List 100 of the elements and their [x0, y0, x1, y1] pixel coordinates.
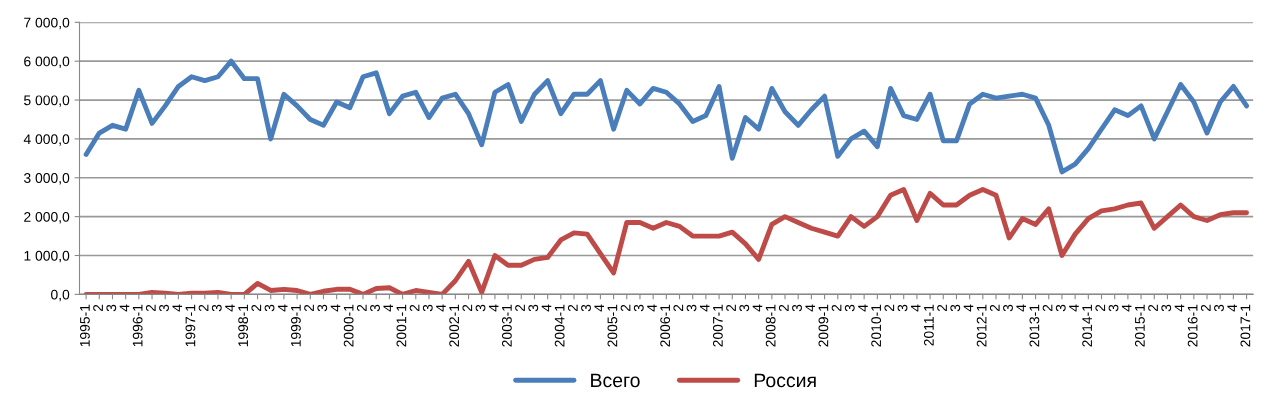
- line-series: [83, 187, 1249, 295]
- x-tick-label: 4: [963, 304, 974, 312]
- x-tick-label: 3: [1055, 304, 1066, 312]
- x-tick-label: 4: [1016, 304, 1026, 312]
- x-tick-label: 4: [910, 304, 921, 312]
- x-tick-label: 2001-1: [396, 304, 407, 347]
- y-tick-label: 1 000,0: [24, 250, 70, 263]
- x-tick-label: 2: [567, 304, 578, 312]
- x-tick-label: 2007-1: [712, 304, 723, 347]
- x-tick-label: 3: [1003, 304, 1013, 312]
- x-tick-label: 3: [1161, 304, 1172, 312]
- x-tick-label: 1996-1: [132, 304, 143, 347]
- x-tick-label: 1999-1: [290, 304, 301, 347]
- x-tick-label: 2: [778, 304, 789, 312]
- legend-label: Всего: [591, 373, 640, 388]
- x-tick-label: 4: [805, 304, 815, 312]
- x-tick-label: 2002-1: [449, 304, 460, 347]
- x-tick-label: 2004-1: [554, 304, 565, 347]
- x-tick-label: 1997-1: [185, 304, 196, 347]
- x-tick-label: 4: [225, 304, 235, 312]
- x-tick-label: 2: [884, 304, 895, 312]
- x-tick-label: 4: [488, 304, 499, 312]
- line-series: [83, 58, 1249, 175]
- x-tick-label: 2: [673, 304, 684, 312]
- x-tick-label: 2: [462, 304, 473, 312]
- x-tick-label: 2009-1: [818, 304, 829, 347]
- x-tick-label: 2: [620, 304, 631, 312]
- x-tick-label: 3: [211, 304, 222, 312]
- x-tick-label: 2: [515, 304, 525, 312]
- x-tick-label: 3: [897, 304, 908, 312]
- x-tick-label: 4: [752, 304, 763, 312]
- x-tick-label: 4: [1174, 304, 1185, 312]
- x-tick-label: 3: [686, 304, 697, 312]
- y-tick-label: 3 000,0: [23, 173, 70, 185]
- x-tick-label: 4: [647, 304, 657, 312]
- x-tick-label: 2014-1: [1082, 304, 1093, 347]
- x-tick-label: 1995-1: [79, 304, 90, 347]
- x-tick-label: 2006-1: [660, 304, 671, 347]
- x-tick-label: 4: [858, 304, 868, 312]
- x-tick-label: 2: [989, 304, 1000, 312]
- x-tick-label: 3: [950, 304, 961, 312]
- x-tick-label: 2: [831, 304, 842, 312]
- x-tick-label: 4: [1121, 304, 1132, 312]
- x-tick-label: 2: [1200, 304, 1211, 312]
- x-tick-label: 2: [198, 304, 209, 312]
- x-tick-label: 2005-1: [607, 304, 618, 347]
- x-tick-label: 2: [1148, 304, 1158, 312]
- x-tick-label: 4: [594, 304, 604, 312]
- y-tick-label: 5 000,0: [24, 95, 70, 107]
- x-tick-label: 4: [541, 304, 552, 312]
- x-tick-label: 3: [264, 304, 275, 312]
- x-tick-label: 2: [1042, 304, 1053, 312]
- x-tick-label: 4: [1227, 304, 1237, 312]
- x-tick-label: 2013-1: [1029, 304, 1040, 347]
- x-tick-label: 4: [277, 304, 288, 312]
- x-tick-label: 3: [475, 304, 486, 312]
- x-tick-label: 2000-1: [343, 304, 354, 347]
- x-tick-label: 2: [726, 304, 736, 312]
- x-tick-label: 2017-1: [1240, 304, 1251, 347]
- x-tick-label: 3: [159, 304, 169, 312]
- x-tick-label: 4: [383, 304, 393, 312]
- x-tick-label: 1998-1: [238, 304, 249, 347]
- x-tick-label: 2: [409, 304, 420, 312]
- y-tick-label: 2 000,0: [24, 211, 70, 224]
- x-tick-label: 2: [145, 304, 156, 312]
- x-tick-label: 3: [581, 304, 591, 312]
- y-tick-label: 0,0: [51, 289, 70, 302]
- x-tick-label: 3: [633, 304, 644, 312]
- x-tick-label: 3: [317, 304, 328, 312]
- x-tick-label: 3: [739, 304, 750, 312]
- x-tick-label: 2: [93, 304, 103, 312]
- x-tick-label: 4: [699, 304, 710, 312]
- x-tick-label: 2: [251, 304, 262, 312]
- x-tick-label: 2: [356, 304, 367, 312]
- x-tick-label: 3: [844, 304, 855, 312]
- x-tick-label: 3: [528, 304, 539, 312]
- x-tick-label: 2015-1: [1134, 304, 1145, 347]
- x-tick-label: 2003-1: [501, 304, 512, 347]
- x-tick-label: 2012-1: [976, 304, 987, 347]
- x-tick-label: 2: [1095, 304, 1106, 312]
- x-tick-label: 2008-1: [765, 304, 776, 347]
- x-tick-label: 4: [436, 304, 446, 312]
- x-tick-label: 2010-1: [871, 304, 882, 347]
- y-tick-label: 4 000,0: [23, 134, 70, 146]
- x-tick-label: 2: [937, 304, 947, 312]
- x-tick-label: 3: [1214, 304, 1224, 312]
- legend-label: Россия: [754, 373, 816, 388]
- x-tick-label: 4: [119, 304, 130, 312]
- x-tick-label: 3: [370, 304, 380, 312]
- x-tick-label: 2: [304, 304, 314, 312]
- x-tick-label: 2016-1: [1187, 304, 1198, 347]
- x-tick-label: 4: [172, 304, 182, 312]
- x-tick-label: 2011-1: [923, 304, 934, 346]
- x-tick-label: 3: [106, 304, 117, 312]
- x-tick-label: 3: [422, 304, 433, 312]
- x-tick-label: 3: [792, 304, 802, 312]
- x-tick-label: 4: [1069, 304, 1079, 312]
- y-tick-label: 6 000,0: [24, 56, 70, 68]
- x-tick-label: 3: [1108, 304, 1119, 312]
- y-tick-label: 7 000,0: [24, 17, 70, 30]
